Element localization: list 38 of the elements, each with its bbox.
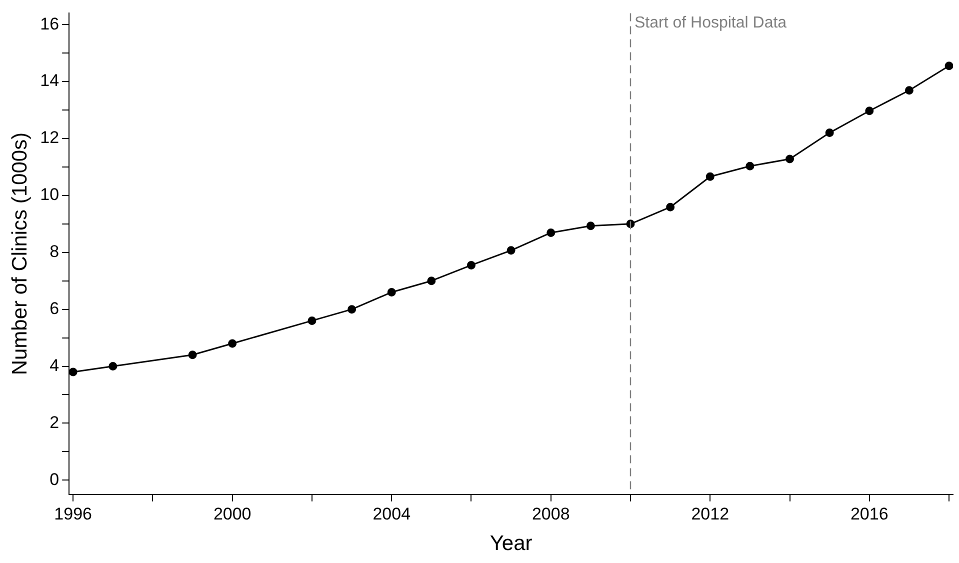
y-tick-label: 2 — [50, 412, 60, 432]
y-tick-label: 0 — [50, 470, 60, 489]
point — [586, 222, 595, 230]
point — [69, 368, 78, 376]
point — [427, 276, 436, 286]
ref-line-label: Start of Hospital Data — [634, 14, 787, 32]
x-tick-label: 2008 — [532, 504, 570, 524]
y-tick-label: 12 — [40, 128, 60, 148]
point — [188, 350, 197, 360]
y-tick-label: 6 — [50, 299, 60, 318]
point — [387, 288, 396, 296]
y-tick-label: 8 — [50, 242, 60, 262]
x-axis-title: Year — [490, 532, 532, 556]
y-tick-label: 14 — [40, 71, 60, 90]
point — [904, 86, 914, 95]
x-tick-label: 2016 — [850, 504, 888, 524]
point — [944, 62, 953, 70]
x-tick-label: 2000 — [213, 504, 252, 524]
point — [108, 362, 118, 371]
point — [228, 339, 237, 348]
point — [865, 106, 874, 116]
point — [706, 172, 714, 181]
point — [546, 228, 556, 237]
point — [666, 202, 675, 212]
point — [348, 305, 356, 314]
point — [308, 316, 316, 325]
point — [746, 162, 754, 170]
point — [825, 128, 834, 138]
point — [786, 154, 794, 164]
point — [506, 246, 516, 255]
x-tick-label: 1996 — [54, 504, 92, 524]
y-tick-label: 10 — [40, 185, 60, 204]
y-tick-label: 16 — [40, 14, 60, 34]
point — [466, 260, 476, 270]
x-tick-label: 2004 — [372, 504, 411, 524]
y-tick-label: 4 — [50, 356, 60, 375]
y-axis-title: Number of Clinics (1000s) — [8, 132, 32, 376]
x-tick-label: 2012 — [691, 504, 730, 524]
